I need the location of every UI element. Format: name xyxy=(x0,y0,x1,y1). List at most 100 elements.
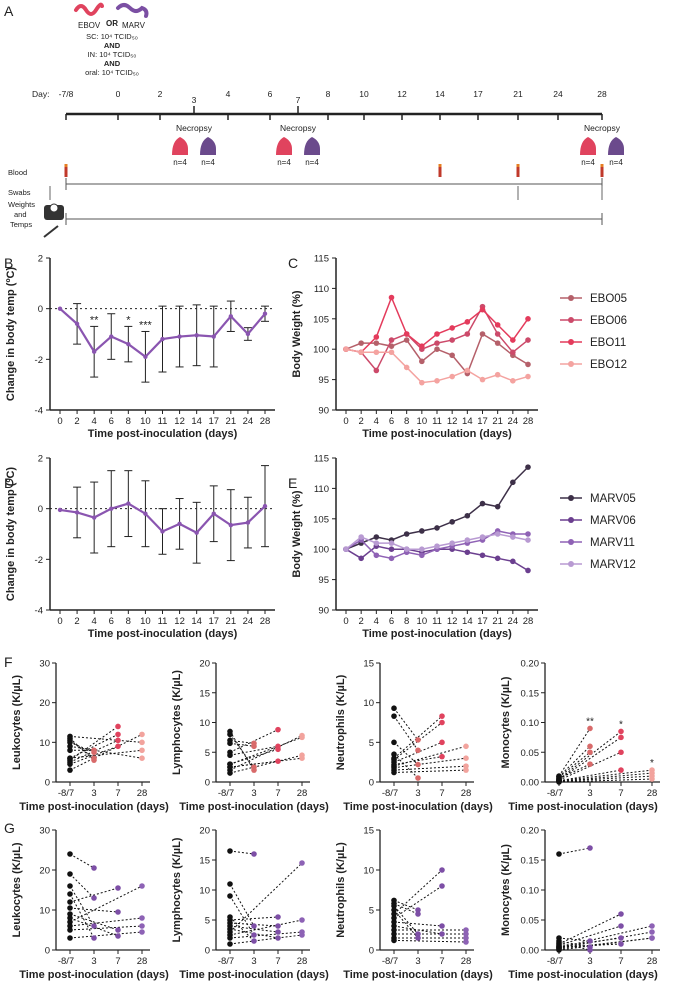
timepoint-point xyxy=(251,932,257,938)
y-tick-label: 110 xyxy=(314,284,329,295)
timepoint-point xyxy=(415,775,421,781)
y-tick-label: 115 xyxy=(314,454,329,465)
paired-line xyxy=(229,742,255,747)
timeline-day-13: 24 xyxy=(553,89,563,99)
data-point xyxy=(494,340,501,346)
x-tick-label: 12 xyxy=(174,616,185,627)
data-point xyxy=(373,349,380,356)
necropsy-n-2-0: n=4 xyxy=(581,158,595,167)
timepoint-point xyxy=(115,933,121,939)
y-tick-label: 0.00 xyxy=(521,778,540,789)
x-tick-label: 6 xyxy=(109,416,114,427)
paired-line xyxy=(229,757,303,768)
paired-line xyxy=(558,736,622,781)
necropsy-n-2-1: n=4 xyxy=(609,158,623,167)
blood-tube-cap-1 xyxy=(438,164,442,167)
virus-b-label: MARV xyxy=(122,21,146,30)
data-point xyxy=(494,503,501,510)
route-sc: SC: 10⁴ TCID₅₀ xyxy=(86,32,138,41)
legend-label: MARV11 xyxy=(590,537,635,549)
timepoint-point xyxy=(618,923,624,929)
y-axis-title: Monocytes (K/µL) xyxy=(500,844,512,936)
x-tick-label: 7 xyxy=(439,788,444,799)
paired-line xyxy=(393,903,419,915)
paired-line xyxy=(558,778,653,783)
x-tick-label: -8/7 xyxy=(382,788,398,799)
day-label: Day: xyxy=(32,89,49,99)
blood-tube-cap-3 xyxy=(600,164,604,167)
baseline-point xyxy=(391,705,397,712)
paired-line xyxy=(393,715,419,751)
x-tick-label: -8/7 xyxy=(218,788,234,799)
x-tick-label: 7 xyxy=(439,956,444,967)
paired-line xyxy=(558,772,653,782)
y-tick-label: 0 xyxy=(38,304,43,315)
y-tick-label: -4 xyxy=(35,406,43,417)
timepoint-point xyxy=(463,763,469,769)
data-point xyxy=(211,511,216,516)
data-point xyxy=(177,521,182,527)
x-axis-title: Time post-inoculation (days) xyxy=(179,969,329,981)
data-point xyxy=(510,558,516,565)
baseline-point xyxy=(67,761,73,767)
x-tick-label: 3 xyxy=(415,788,420,799)
legend-swatch-dot xyxy=(568,295,574,301)
timepoint-point xyxy=(587,947,593,953)
timeline-day-6: 7 xyxy=(296,95,301,105)
data-point xyxy=(449,337,455,343)
y-tick-label: 0.20 xyxy=(521,826,540,837)
data-point xyxy=(525,337,531,343)
baseline-point xyxy=(391,915,397,921)
timepoint-point xyxy=(115,731,121,738)
timepoint-point xyxy=(275,923,281,929)
x-tick-label: 0 xyxy=(57,616,62,627)
panel-label-e: E xyxy=(288,475,297,491)
data-point xyxy=(479,552,486,559)
data-point xyxy=(494,531,501,537)
timepoint-point xyxy=(463,939,469,945)
paired-line xyxy=(69,873,95,899)
significance-mark: *** xyxy=(139,319,153,331)
chart-f4-monocytes: 0.00 0.05 0.10 0.15 0.20 -8/7 3 7 28 Time post-in… xyxy=(500,659,660,813)
y-tick-label: 0 xyxy=(45,778,50,789)
data-point xyxy=(449,325,455,331)
animal-icon-0-1 xyxy=(200,137,216,155)
baseline-point xyxy=(391,903,397,909)
paired-line xyxy=(558,913,622,945)
x-tick-label: 28 xyxy=(461,788,472,799)
y-tick-label: 95 xyxy=(318,575,329,586)
paired-line xyxy=(69,749,143,759)
chart-g3-neutrophils: 0 5 10 15 -8/7 3 7 28 Time post-inoculation (day… xyxy=(335,826,493,982)
sample-timelines xyxy=(65,178,603,225)
x-axis-title: Time post-inoculation (days) xyxy=(19,969,169,981)
timepoint-point xyxy=(299,755,305,761)
blood-tube-3 xyxy=(600,166,604,177)
y-tick-label: 10 xyxy=(199,718,210,729)
x-tick-label: 7 xyxy=(275,956,280,967)
timepoint-point xyxy=(139,929,145,935)
data-point xyxy=(419,528,425,534)
chart-g2-lymphocytes: 0 5 10 15 20 -8/7 3 7 28 Time post-inoculation (d… xyxy=(171,826,329,982)
x-tick-label: 2 xyxy=(359,416,364,427)
x-tick-label: 11 xyxy=(158,416,168,427)
x-tick-label: 3 xyxy=(251,956,256,967)
paired-line xyxy=(69,917,143,927)
data-point xyxy=(494,371,501,378)
paired-line xyxy=(393,769,467,773)
paired-line xyxy=(69,925,143,931)
y-tick-label: 5 xyxy=(369,738,374,749)
panel-label-a: A xyxy=(4,3,14,19)
paired-line xyxy=(558,925,653,949)
x-tick-label: 21 xyxy=(492,616,503,627)
paired-line xyxy=(558,769,653,782)
timepoint-point xyxy=(587,938,593,944)
data-point xyxy=(373,552,380,559)
necropsy-label-0: Necropsy xyxy=(176,123,213,133)
baseline-point xyxy=(391,907,397,913)
data-point xyxy=(464,549,471,556)
x-tick-label: 0 xyxy=(57,416,62,427)
paired-line xyxy=(558,763,591,779)
significance-mark: * xyxy=(126,314,131,326)
paired-line xyxy=(558,751,622,781)
